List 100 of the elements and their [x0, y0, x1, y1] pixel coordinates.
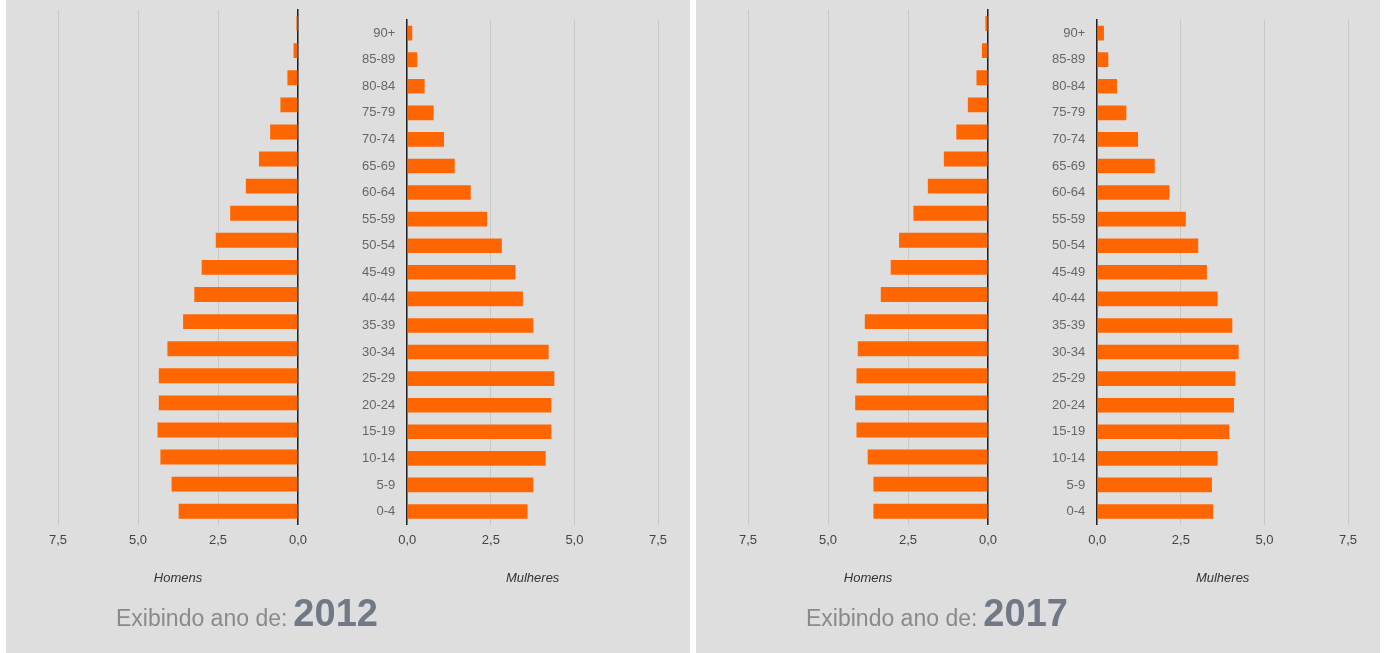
y-tick-label: 85-89 — [1052, 51, 1086, 67]
bar — [873, 476, 988, 492]
y-tick-label: 35-39 — [1052, 317, 1086, 333]
x-tick-label: 7,5 — [48, 532, 68, 548]
bar — [407, 344, 549, 360]
bar — [407, 477, 534, 493]
x-tick-label: 2,5 — [481, 532, 500, 548]
x-tick-label: 7,5 — [1338, 532, 1358, 548]
y-tick-label: 20-24 — [1052, 396, 1086, 412]
bar — [171, 476, 298, 492]
y-tick-label: 50-54 — [362, 237, 396, 253]
bar — [1097, 78, 1117, 94]
y-tick-label: 55-59 — [1052, 210, 1086, 226]
y-tick-label: 15-19 — [1052, 423, 1086, 439]
bar — [178, 503, 298, 519]
bar — [407, 397, 552, 413]
x-tick-label: 0,0 — [398, 532, 417, 548]
x-tick-label: 0,0 — [1088, 532, 1107, 548]
x-tick-label: 0,0 — [288, 532, 308, 548]
bar — [1097, 318, 1233, 333]
bar — [867, 449, 988, 465]
bar — [160, 449, 298, 465]
bar — [943, 151, 988, 167]
y-tick-label: 45-49 — [1052, 263, 1086, 279]
bar — [407, 238, 502, 254]
bar — [1097, 344, 1239, 360]
bar — [880, 287, 988, 302]
bar — [1097, 105, 1127, 121]
y-tick-label: 90+ — [373, 24, 396, 40]
bar — [967, 97, 988, 113]
x-tick-label: 5,0 — [818, 532, 838, 548]
y-tick-label: 30-34 — [1052, 343, 1086, 359]
y-tick-label: 65-69 — [362, 157, 396, 173]
bar — [1097, 291, 1218, 307]
bar — [1097, 158, 1155, 174]
y-tick-label: 75-79 — [362, 104, 396, 120]
text: 2012 — [293, 592, 378, 634]
bar — [287, 70, 298, 86]
bar — [927, 178, 988, 194]
bar — [856, 368, 988, 384]
x-tick-label: 5,0 — [565, 532, 584, 548]
bar — [407, 52, 418, 67]
bar — [201, 259, 298, 275]
y-tick-label: 90+ — [1063, 24, 1086, 40]
bar — [899, 232, 988, 248]
y-tick-label: 25-29 — [362, 370, 396, 386]
y-tick-label: 70-74 — [1052, 130, 1086, 146]
bar — [407, 264, 516, 280]
bar — [407, 132, 445, 147]
y-tick-label: 35-39 — [362, 317, 396, 333]
bar — [1097, 211, 1186, 227]
bar — [407, 451, 546, 466]
y-tick-label: 80-84 — [1052, 77, 1086, 93]
x-tick-label: 2,5 — [208, 532, 228, 548]
bar — [407, 318, 534, 333]
bar — [1097, 264, 1207, 280]
y-tick-label: 5-9 — [376, 476, 396, 492]
bar — [855, 395, 988, 411]
x-axis-title: Homens — [153, 569, 203, 585]
bar — [230, 205, 298, 221]
bar — [1097, 371, 1236, 386]
bar — [1097, 132, 1139, 147]
x-tick-label: 7,5 — [738, 532, 758, 548]
x-tick-label: 2,5 — [898, 532, 918, 548]
bar — [864, 314, 988, 330]
bar — [407, 504, 528, 519]
bar — [1097, 238, 1199, 254]
bar — [245, 178, 298, 194]
y-tick-label: 45-49 — [362, 263, 396, 279]
y-tick-label: 40-44 — [1052, 290, 1086, 306]
x-tick-label: 7,5 — [648, 532, 668, 548]
bar — [157, 422, 298, 438]
bar — [407, 185, 471, 200]
bar — [167, 341, 298, 357]
bar — [258, 151, 298, 167]
y-tick-label: 85-89 — [362, 51, 396, 67]
y-tick-label: 60-64 — [1052, 184, 1086, 200]
bar — [407, 371, 555, 386]
bar — [215, 232, 298, 248]
bar — [985, 16, 988, 31]
x-tick-label: 2,5 — [1171, 532, 1190, 548]
bar — [1097, 451, 1218, 466]
bar — [183, 314, 298, 330]
x-tick-label: 5,0 — [128, 532, 148, 548]
bar — [158, 368, 298, 384]
x-tick-label: 0,0 — [978, 532, 998, 548]
y-tick-label: 5-9 — [1066, 476, 1086, 492]
y-tick-label: 25-29 — [1052, 370, 1086, 386]
bar — [956, 124, 988, 140]
bar — [1097, 25, 1104, 41]
bar — [407, 78, 425, 94]
bar — [890, 259, 988, 275]
y-tick-label: 60-64 — [362, 184, 396, 200]
bar — [158, 395, 298, 411]
bar — [407, 291, 523, 307]
x-axis-title: Mulheres — [505, 569, 560, 585]
bar — [270, 124, 298, 140]
y-tick-label: 75-79 — [1052, 104, 1086, 120]
y-tick-label: 40-44 — [362, 290, 396, 306]
bar — [913, 205, 988, 221]
